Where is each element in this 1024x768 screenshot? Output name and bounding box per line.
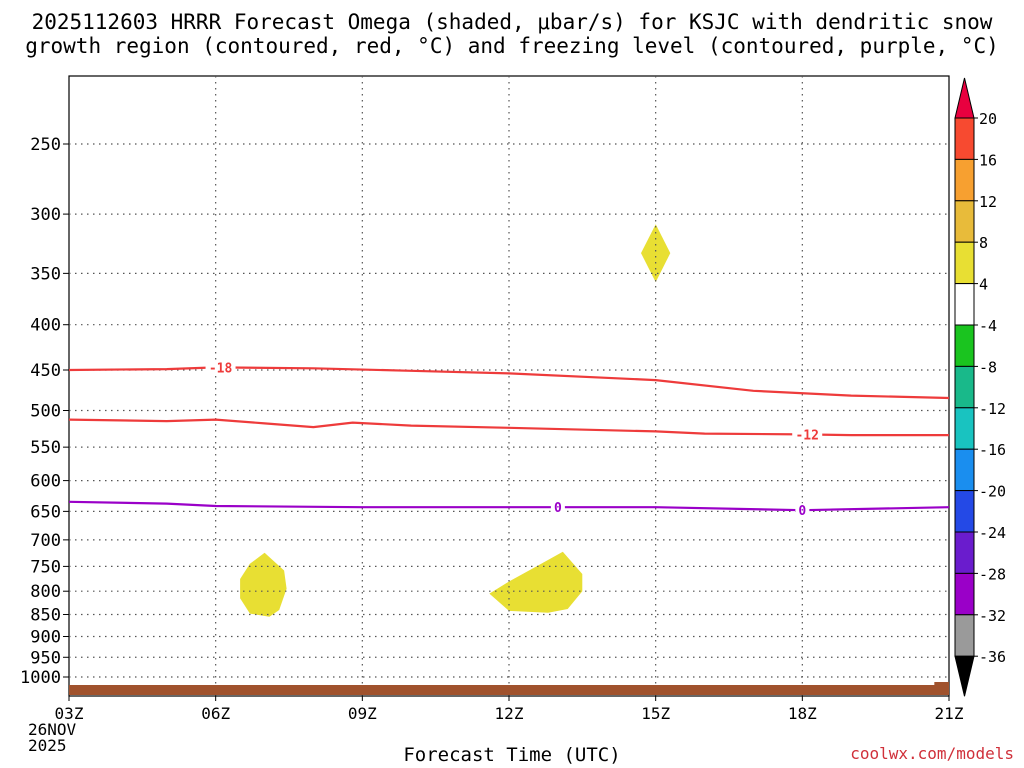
y-tick-label: 250 [30,135,61,155]
colorbar-swatch [954,490,975,533]
y-tick-label: 300 [30,205,61,225]
contour-label-bg [795,503,810,518]
colorbar-label: 8 [979,234,988,252]
colorbar-swatch [954,614,975,657]
omega-shaded-region [641,224,671,283]
contour-label: -12 [795,428,818,443]
colorbar-top-arrow [954,77,975,119]
terrain-bump [934,682,949,685]
contour-label-bg [550,500,565,515]
y-tick-label: 900 [30,627,61,647]
x-tick-label: 21Z [935,704,964,723]
y-tick-label: 750 [30,557,61,577]
colorbar-swatch [954,200,975,243]
contour-line [68,500,950,512]
colorbar-label: -20 [979,483,1006,501]
colorbar-bottom-arrow [954,655,975,697]
x-tick-label: 18Z [788,704,817,723]
colorbar-swatch [954,283,975,326]
contour-label-bg [205,360,236,375]
colorbar-label: 20 [979,110,997,128]
omega-shaded-region [240,552,287,617]
colorbar-label: 16 [979,151,997,169]
y-tick-label: 600 [30,472,61,492]
omega-shaded-region [489,551,583,613]
contour-label-bg [792,427,823,442]
y-tick-label: 700 [30,531,61,551]
colorbar-swatch [954,572,975,616]
colorbar-swatch [954,117,975,160]
colorbar-label: -28 [979,565,1006,583]
y-tick-label: 400 [30,316,61,336]
start-date-label: 26NOV 2025 [28,722,76,754]
y-tick-label: 450 [30,361,61,381]
y-tick-label: 800 [30,582,61,602]
colorbar-label: -12 [979,400,1006,418]
contour-label: -18 [209,361,233,376]
colorbar-swatch [954,407,975,450]
colorbar-label: -8 [979,358,997,376]
contour-label: 0 [798,504,806,519]
contour-label: 0 [554,501,562,516]
colorbar-label: 4 [979,276,988,294]
credit-text[interactable]: coolwx.com/models [850,744,1014,763]
contour-line [68,366,950,400]
colorbar-label: -32 [979,607,1006,625]
y-tick-label: 550 [30,438,61,458]
colorbar-label: -36 [979,648,1006,666]
y-tick-label: 1000 [20,668,61,688]
start-date-day: 26NOV [28,720,77,739]
colorbar-label: -16 [979,441,1006,459]
start-date-year: 2025 [28,736,67,755]
y-tick-label: 500 [30,402,61,422]
x-tick-label: 03Z [55,704,84,723]
colorbar-swatch [954,531,975,574]
y-tick-label: 650 [30,502,61,522]
colorbar-swatch [954,324,975,367]
y-tick-label: 350 [30,264,61,284]
x-tick-label: 09Z [348,704,377,723]
x-tick-label: 06Z [201,704,230,723]
x-axis-label: Forecast Time (UTC) [403,744,621,766]
y-tick-label: 950 [30,648,61,668]
x-tick-label: 12Z [495,704,524,723]
colorbar-swatch [954,241,975,285]
colorbar-label: -4 [979,317,997,335]
y-tick-label: 850 [30,606,61,626]
colorbar-swatch [954,158,975,202]
chart-title-line-1: 2025112603 HRRR Forecast Omega (shaded, … [31,10,993,34]
x-tick-label: 15Z [641,704,670,723]
colorbar-label: -24 [979,524,1006,542]
colorbar-swatch [954,365,975,409]
chart-title-line-2: growth region (contoured, red, °C) and f… [25,34,999,58]
colorbar-label: 12 [979,193,997,211]
colorbar-swatch [954,448,975,492]
terrain-band [69,685,949,695]
